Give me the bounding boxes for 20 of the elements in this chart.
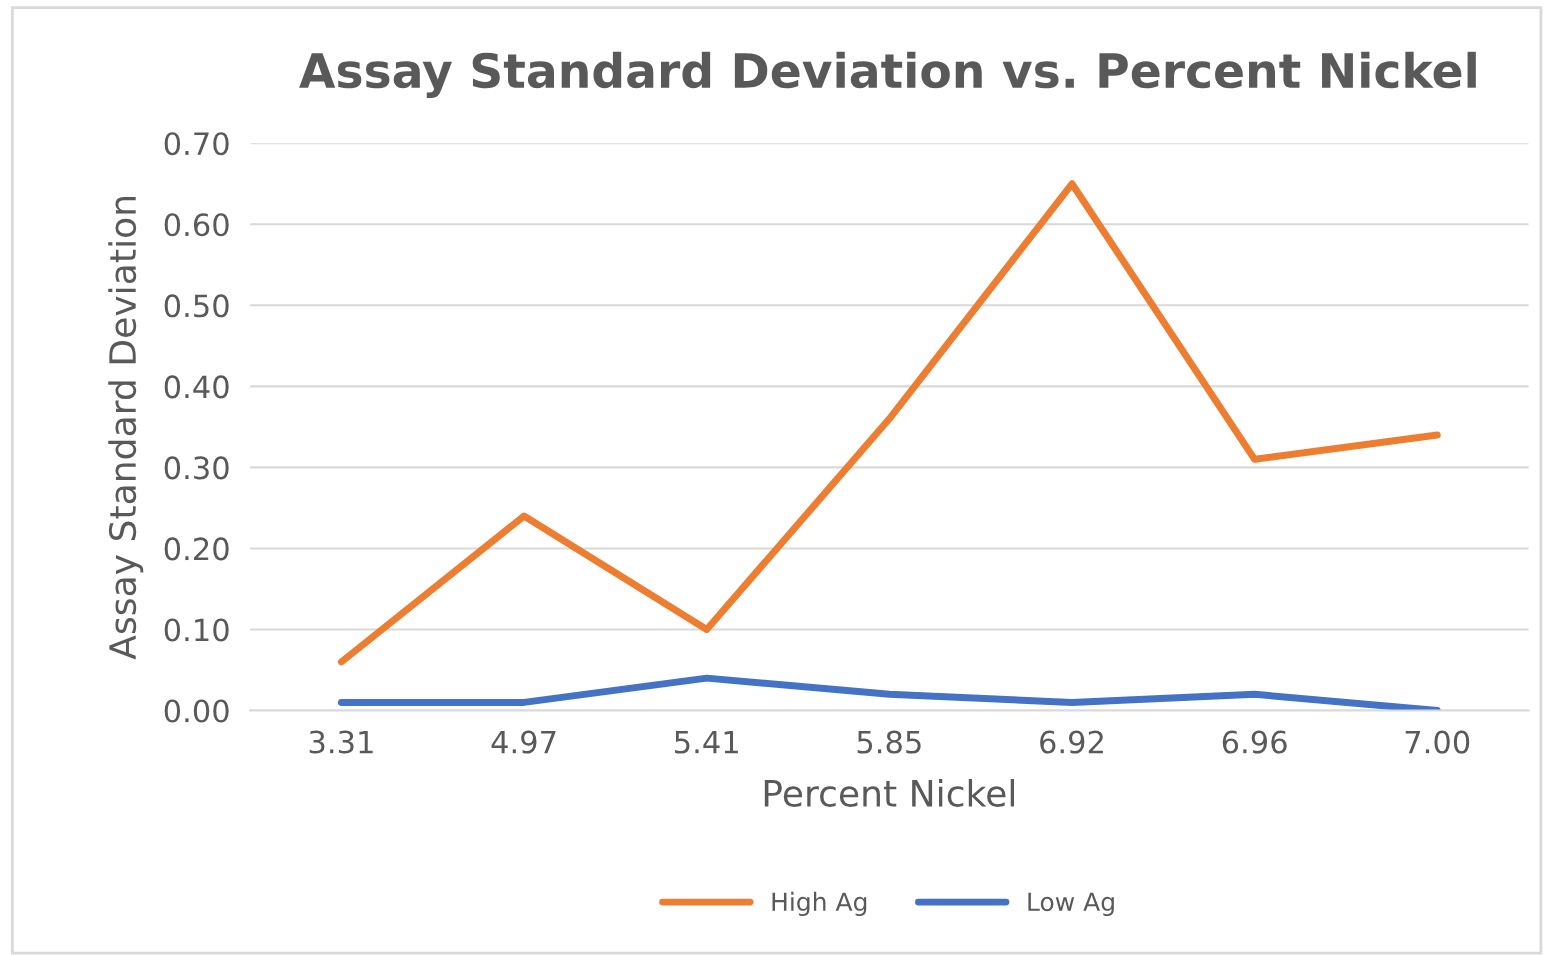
y-tick-label: 0.20 xyxy=(164,537,229,561)
y-tick-label: 0.60 xyxy=(164,213,229,237)
y-axis-title: Assay Standard Deviation xyxy=(108,197,144,660)
y-tick-label: 0.50 xyxy=(164,294,229,318)
legend-label: Low Ag xyxy=(1028,892,1114,917)
x-tick-label: 3.31 xyxy=(309,730,373,754)
y-tick-label: 0.10 xyxy=(164,618,229,642)
x-tick-label: 5.41 xyxy=(675,730,738,754)
legend-label: High Ag xyxy=(772,891,867,917)
x-tick-label: 4.97 xyxy=(491,730,556,754)
x-tick-label: 7.00 xyxy=(1405,730,1470,754)
y-tick-label: 0.70 xyxy=(164,132,229,156)
chart-title: Assay Standard Deviation vs. Percent Nickel xyxy=(299,51,1476,98)
x-tick-label: 6.96 xyxy=(1222,730,1287,754)
x-axis-title: Percent Nickel xyxy=(764,778,1014,807)
x-tick-label: 5.85 xyxy=(857,730,921,754)
y-tick-label: 0.00 xyxy=(164,699,229,723)
x-tick-label: 6.92 xyxy=(1040,730,1103,754)
y-tick-label: 0.40 xyxy=(164,375,229,399)
y-tick-label: 0.30 xyxy=(164,456,229,480)
